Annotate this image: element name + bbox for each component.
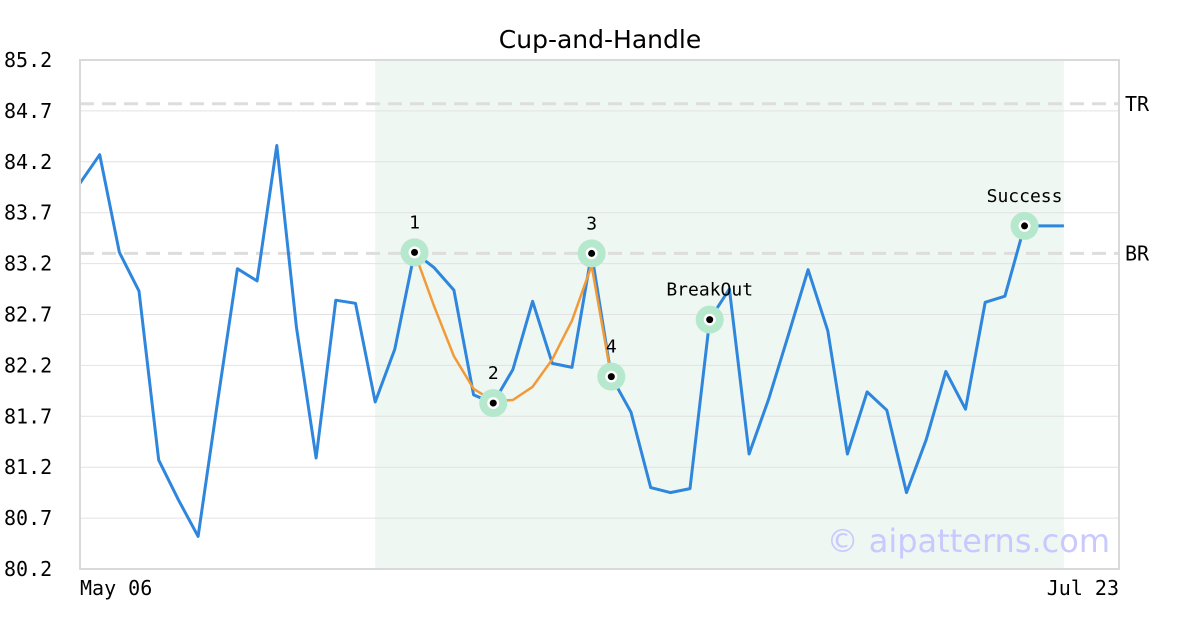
x-tick-label: Jul 23	[1047, 576, 1119, 600]
y-tick-label: 81.2	[4, 455, 52, 479]
price-line	[78, 144, 1064, 538]
pattern-fit-line	[413, 251, 613, 403]
y-tick-label: 83.2	[4, 252, 52, 276]
x-axis-ticks: May 06 Jul 23	[80, 576, 1119, 600]
y-tick-label: 81.7	[4, 404, 52, 428]
point-dot	[706, 316, 714, 324]
point-label: BreakOut	[666, 280, 753, 301]
point-dot	[1021, 222, 1029, 230]
reference-line-label: TR	[1125, 92, 1150, 116]
y-tick-label: 82.7	[4, 303, 52, 327]
point-dot	[607, 373, 615, 381]
y-axis-ticks: 85.2 84.7 84.2 83.7 83.2 82.7 82.2 81.7 81.2 80.7…	[4, 48, 52, 581]
point-dot	[489, 399, 497, 407]
point-label: 1	[409, 212, 420, 233]
y-tick-label: 82.2	[4, 353, 52, 377]
x-tick-label: May 06	[80, 576, 152, 600]
y-tick-label: 84.7	[4, 99, 52, 123]
series-group	[78, 144, 1064, 538]
point-dot	[588, 249, 596, 257]
point-label: Success	[987, 186, 1063, 207]
y-tick-label: 80.2	[4, 557, 52, 581]
pattern-points: 1 2 3 4 BreakOut Success	[400, 186, 1063, 418]
y-tick-label: 84.2	[4, 150, 52, 174]
point-label: 3	[586, 213, 597, 234]
point-dot	[411, 248, 419, 256]
y-tick-label: 80.7	[4, 506, 52, 530]
point-label: 2	[488, 363, 499, 384]
plot-frame	[79, 59, 1120, 570]
y-tick-label: 83.7	[4, 201, 52, 225]
reference-line-label: BR	[1125, 241, 1150, 265]
watermark: © aipatterns.com	[827, 522, 1110, 560]
chart-title: Cup-and-Handle	[499, 25, 701, 54]
point-label: 4	[606, 337, 617, 358]
y-tick-label: 85.2	[4, 48, 52, 72]
